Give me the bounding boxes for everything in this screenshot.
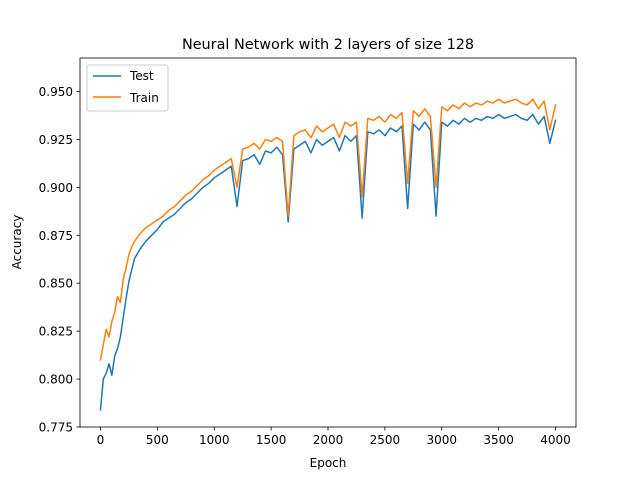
plot-series [99, 98, 557, 411]
y-axis-label: Accuracy [10, 215, 24, 270]
x-tick-label: 0 [97, 433, 105, 447]
x-tick-label: 1500 [256, 433, 287, 447]
y-tick-label: 0.950 [39, 85, 73, 99]
x-axis-label: Epoch [310, 456, 347, 470]
x-tick-label: 4000 [540, 433, 571, 447]
y-tick-label: 0.850 [39, 277, 73, 291]
legend: Test Train [86, 64, 169, 112]
x-tick-label: 3500 [483, 433, 514, 447]
chart-title: Neural Network with 2 layers of size 128 [182, 37, 474, 53]
legend-label-test: Test [129, 69, 154, 83]
y-axis-ticks: 0.775 0.800 0.825 0.850 0.875 0.900 0.925 0.950 [39, 85, 80, 435]
x-tick-label: 1000 [199, 433, 230, 447]
x-axis-ticks: 0 500 1000 1500 2000 2500 3000 3500 4000 [97, 427, 571, 447]
series-line-train [99, 98, 557, 361]
series-line-test [99, 113, 557, 411]
y-tick-label: 0.900 [39, 181, 73, 195]
y-tick-label: 0.800 [39, 373, 73, 387]
y-tick-label: 0.875 [39, 229, 73, 243]
legend-label-train: Train [129, 91, 159, 105]
y-tick-label: 0.825 [39, 325, 73, 339]
x-tick-label: 2000 [313, 433, 344, 447]
y-tick-label: 0.775 [39, 421, 73, 435]
y-tick-label: 0.925 [39, 133, 73, 147]
x-tick-label: 3000 [426, 433, 457, 447]
x-tick-label: 2500 [370, 433, 401, 447]
x-tick-label: 500 [146, 433, 169, 447]
